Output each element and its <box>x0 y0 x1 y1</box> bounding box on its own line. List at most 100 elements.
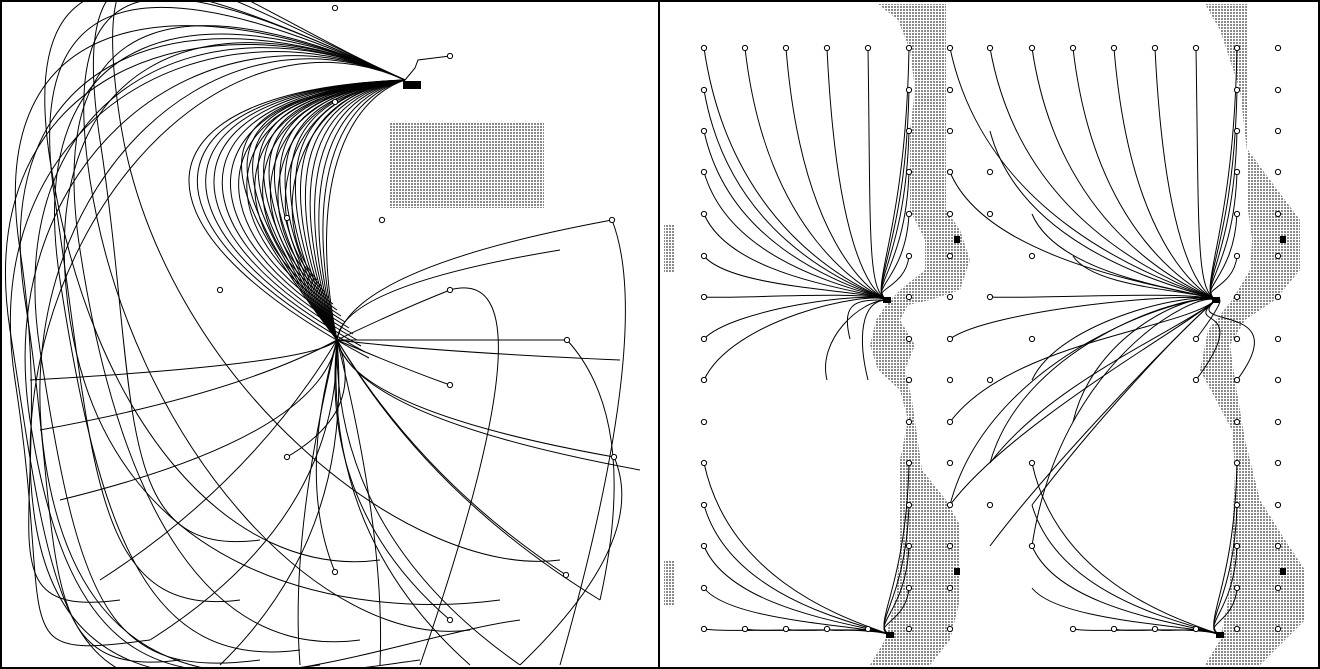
hub-square <box>1212 297 1220 303</box>
sweep-curve <box>24 55 406 669</box>
sweep-curve <box>39 58 421 669</box>
fan-curve-a <box>826 47 888 301</box>
right-panel <box>658 0 1320 669</box>
fan-curve-a <box>703 171 888 301</box>
grid-node <box>946 584 954 592</box>
grid-node <box>905 210 913 218</box>
crescent-curve <box>196 79 406 353</box>
ray-curve <box>336 339 601 601</box>
grid-node <box>1233 625 1241 633</box>
grid-node <box>1028 44 1036 52</box>
grid-node <box>700 293 708 301</box>
graph-node <box>331 98 339 106</box>
fan-curve-c <box>1209 89 1238 301</box>
fan-curve-d <box>1213 587 1238 636</box>
fan-curve-a <box>703 130 888 301</box>
grid-node <box>986 501 994 509</box>
fan-curve-b <box>826 628 891 636</box>
grid-node <box>1233 418 1241 426</box>
grid-node <box>946 625 954 633</box>
grid-node <box>905 501 913 509</box>
fan-curve-d <box>1154 628 1221 636</box>
grid-node <box>946 210 954 218</box>
sweep-curve <box>112 0 561 562</box>
grid-node <box>905 44 913 52</box>
grid-node <box>782 44 790 52</box>
fan-curve-c <box>989 47 1217 301</box>
grid-node <box>1233 376 1241 384</box>
grid-node <box>1274 625 1282 633</box>
grid-node <box>1028 459 1036 467</box>
grid-node <box>700 210 708 218</box>
ray-curve <box>336 339 382 666</box>
grid-node <box>864 44 872 52</box>
fan-curve-c <box>1154 47 1217 301</box>
fan-curve-c <box>989 130 1217 301</box>
sweep-curve <box>92 0 406 543</box>
grid-node <box>1274 584 1282 592</box>
fan-curve-a <box>880 47 910 301</box>
graph-node <box>446 616 454 624</box>
grid-node <box>700 168 708 176</box>
grid-node <box>700 459 708 467</box>
grid-node <box>864 625 872 633</box>
grid-node <box>1233 210 1241 218</box>
ray-curve <box>336 289 451 341</box>
ray-curve <box>297 339 338 666</box>
fan-curve-a <box>703 213 888 301</box>
grid-node <box>946 293 954 301</box>
grid-node <box>986 168 994 176</box>
hub-curve <box>268 79 406 341</box>
grid-node <box>782 625 790 633</box>
grid-node <box>1233 168 1241 176</box>
fan-curve-a <box>744 47 888 301</box>
ray-curve <box>149 339 338 641</box>
grid-node <box>1192 335 1200 343</box>
fan-curve-c <box>1072 255 1217 301</box>
sweep-curve <box>34 47 406 664</box>
grid-node <box>905 625 913 633</box>
fan-curve-a <box>880 89 910 301</box>
grid-node <box>1028 252 1036 260</box>
grid-node <box>946 459 954 467</box>
fan-curve-c <box>1195 47 1217 301</box>
grid-node <box>905 86 913 94</box>
fan-curve-e <box>989 299 1217 547</box>
fan-curve-a <box>703 47 888 301</box>
outer-arc <box>519 456 623 666</box>
fan-curve-e <box>1031 299 1217 506</box>
grid-node <box>1274 86 1282 94</box>
marker-1 <box>954 236 960 243</box>
crescent-curve <box>246 79 406 317</box>
grid-node <box>700 418 708 426</box>
grid-node <box>986 293 994 301</box>
marker-2 <box>1280 236 1286 243</box>
obstacle-strip-1 <box>870 4 970 665</box>
graph-node <box>216 286 224 294</box>
grid-node <box>1274 459 1282 467</box>
graph-node <box>446 286 454 294</box>
grid-node <box>905 418 913 426</box>
grid-node <box>1274 501 1282 509</box>
fan-curve-e <box>1195 299 1221 381</box>
ray-curve <box>336 339 641 471</box>
ray-curve <box>336 339 621 361</box>
grid-node <box>1069 44 1077 52</box>
grid-node <box>946 252 954 260</box>
grid-node <box>1274 376 1282 384</box>
grid-node <box>1233 252 1241 260</box>
grid-node <box>700 625 708 633</box>
fan-curve-a <box>867 47 888 301</box>
hub-curve <box>318 79 406 341</box>
crescent-curve <box>230 79 406 329</box>
grid-node <box>700 501 708 509</box>
sweep-curve <box>83 0 471 632</box>
graph-node <box>331 4 339 12</box>
grid-node <box>946 335 954 343</box>
grid-node <box>700 86 708 94</box>
hub-curve <box>294 79 406 341</box>
crescent-curve <box>188 79 406 359</box>
ray-curve <box>219 339 340 666</box>
grid-node <box>946 418 954 426</box>
grid-node <box>946 86 954 94</box>
